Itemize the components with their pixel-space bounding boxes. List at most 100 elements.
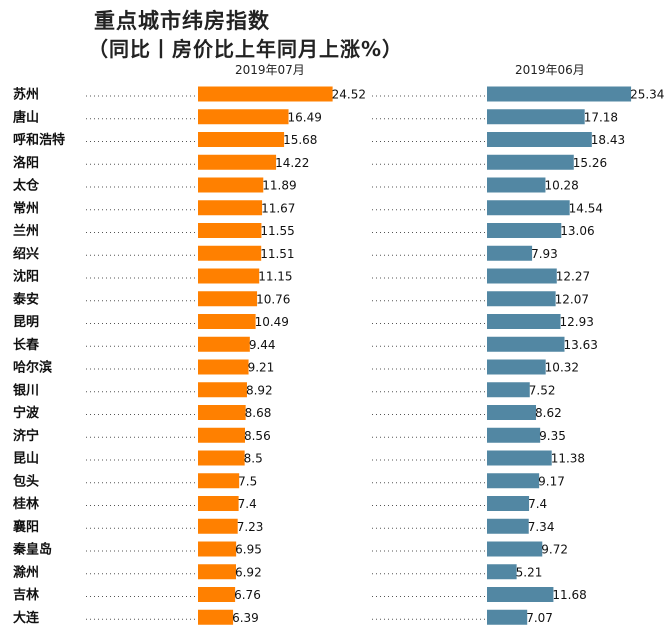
bar <box>487 541 543 557</box>
bar <box>198 427 245 443</box>
value-label: 9.17 <box>538 474 565 488</box>
value-label: 9.21 <box>248 361 275 375</box>
value-label: 11.89 <box>262 179 296 193</box>
value-label: 5.21 <box>516 565 543 579</box>
bar <box>198 496 239 511</box>
value-label: 7.5 <box>238 474 257 488</box>
value-label: 17.18 <box>584 110 618 124</box>
value-label: 6.76 <box>234 588 261 602</box>
value-label: 10.76 <box>256 292 290 306</box>
bar <box>198 541 237 557</box>
value-label: 12.07 <box>555 292 589 306</box>
bar <box>198 336 250 352</box>
bar <box>487 268 557 284</box>
category-label: 沈阳 <box>13 269 39 285</box>
bar <box>198 268 260 284</box>
bar <box>198 291 258 307</box>
value-label: 10.49 <box>255 315 289 329</box>
category-label: 襄阳 <box>12 519 39 535</box>
value-label: 7.93 <box>531 247 558 261</box>
category-label: 大连 <box>13 610 40 626</box>
bar <box>198 473 240 489</box>
value-label: 11.15 <box>258 270 292 284</box>
bar <box>487 291 556 307</box>
bar <box>198 200 263 216</box>
category-label: 昆明 <box>13 314 39 330</box>
value-label: 6.95 <box>235 543 262 557</box>
category-label: 太仓 <box>12 178 40 194</box>
value-label: 7.52 <box>529 383 556 397</box>
category-label: 常州 <box>13 200 39 216</box>
category-label: 银川 <box>13 382 39 398</box>
bar <box>198 609 234 625</box>
bar <box>198 132 285 147</box>
bar <box>198 382 247 398</box>
bar <box>198 405 246 420</box>
bar <box>198 109 289 125</box>
value-label: 11.68 <box>552 588 586 602</box>
category-label: 吉林 <box>13 587 39 603</box>
bar <box>487 245 533 261</box>
bar <box>487 382 530 398</box>
value-label: 11.51 <box>260 247 294 261</box>
category-label: 哈尔滨 <box>13 360 52 376</box>
value-label: 11.55 <box>260 224 294 238</box>
series-header: 2019年06月 <box>515 63 585 77</box>
value-label: 24.52 <box>332 88 366 102</box>
bar <box>487 427 541 443</box>
bar <box>198 154 277 170</box>
value-label: 6.92 <box>235 565 262 579</box>
bar <box>198 86 333 102</box>
value-label: 8.56 <box>244 429 271 443</box>
value-label: 9.35 <box>539 429 566 443</box>
value-label: 25.34 <box>630 88 664 102</box>
value-label: 11.38 <box>551 452 585 466</box>
bar <box>198 450 245 466</box>
bar <box>487 154 574 170</box>
value-label: 10.28 <box>544 179 578 193</box>
value-label: 12.93 <box>560 315 594 329</box>
bar <box>487 496 530 511</box>
value-label: 9.44 <box>249 338 276 352</box>
value-label: 13.63 <box>564 338 598 352</box>
value-label: 14.54 <box>569 201 603 215</box>
value-label: 8.62 <box>535 406 562 420</box>
value-label: 7.07 <box>526 611 553 625</box>
value-label: 10.32 <box>545 361 579 375</box>
category-label: 桂林 <box>12 496 39 512</box>
chart-title: 重点城市纬房指数 <box>94 9 270 33</box>
value-label: 14.22 <box>275 156 309 170</box>
category-label: 昆山 <box>13 451 39 467</box>
bar <box>198 314 256 329</box>
bar <box>487 359 546 375</box>
value-label: 15.68 <box>283 133 317 147</box>
category-label: 宁波 <box>13 405 40 421</box>
value-label: 8.68 <box>245 406 272 420</box>
value-label: 15.26 <box>573 156 607 170</box>
category-label: 泰安 <box>12 291 39 307</box>
bar <box>487 405 537 420</box>
bar <box>198 245 262 261</box>
bar <box>487 177 546 193</box>
bar <box>487 200 570 216</box>
bar <box>487 336 565 352</box>
value-label: 8.5 <box>244 452 263 466</box>
chart-subtitle: （同比丨房价比上年同月上涨%） <box>88 37 404 61</box>
bar <box>487 564 517 580</box>
value-label: 7.4 <box>238 497 257 511</box>
value-label: 6.39 <box>232 611 259 625</box>
bar <box>487 132 592 147</box>
value-label: 18.43 <box>591 133 625 147</box>
category-label: 绍兴 <box>13 246 39 262</box>
bar <box>198 359 249 375</box>
bar <box>198 587 236 602</box>
bar <box>487 314 561 329</box>
category-label: 兰州 <box>13 223 39 239</box>
value-label: 9.72 <box>541 543 568 557</box>
category-label: 洛阳 <box>13 155 39 171</box>
category-label: 济宁 <box>13 428 39 444</box>
bar <box>198 177 264 193</box>
value-label: 7.4 <box>528 497 547 511</box>
bar <box>487 223 562 238</box>
